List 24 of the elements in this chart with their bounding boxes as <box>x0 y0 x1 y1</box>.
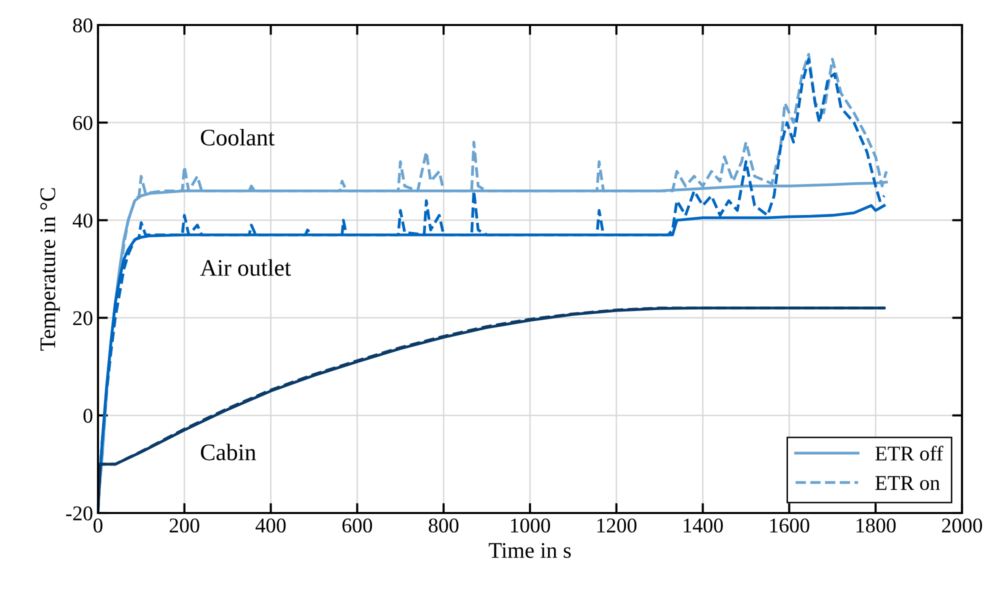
y-axis-title: Temperature in °C <box>40 188 60 351</box>
legend-label: ETR on <box>875 476 940 490</box>
x-tick-label: 1400 <box>684 518 723 533</box>
y-tick-label: 60 <box>73 116 92 130</box>
x-tick-label: 2000 <box>942 518 982 533</box>
x-tick-label: 800 <box>428 518 458 533</box>
x-tick-label: 0 <box>94 518 102 533</box>
y-tick-label: 20 <box>73 311 92 326</box>
x-tick-label: 1800 <box>856 518 896 533</box>
y-tick-label: 40 <box>72 214 92 228</box>
annotation: Cabin <box>200 444 256 460</box>
annotation: Coolant <box>200 128 275 146</box>
y-tick-label: 80 <box>73 18 92 32</box>
x-tick-label: 400 <box>256 518 286 533</box>
annotation: Air outlet <box>200 259 291 276</box>
x-tick-label: 600 <box>342 518 372 533</box>
x-tick-label: 1200 <box>597 518 636 533</box>
x-tick-label: 1600 <box>770 518 810 533</box>
x-tick-label: 200 <box>170 518 200 533</box>
x-axis-title: Time in s <box>488 543 571 558</box>
legend-label: ETR off <box>875 446 944 461</box>
x-tick-label: 1000 <box>511 518 550 533</box>
y-tick-label: -20 <box>66 506 92 520</box>
y-tick-label: 0 <box>84 408 92 423</box>
